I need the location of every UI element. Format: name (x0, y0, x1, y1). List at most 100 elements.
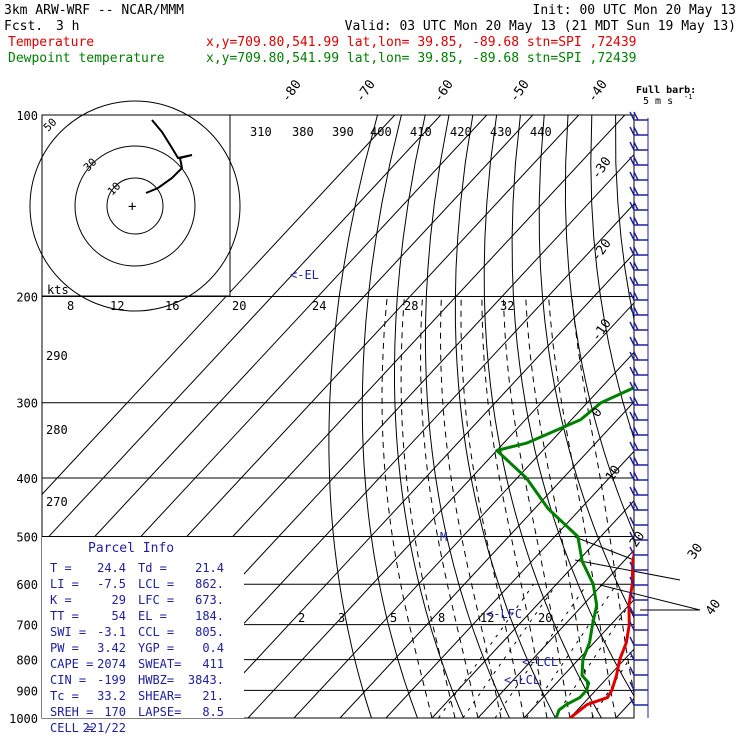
dry-adiabat (511, 115, 634, 697)
hodograph-scale-label: kts (47, 283, 69, 297)
isotherm-line (708, 115, 740, 718)
dry-adiabat (735, 115, 740, 718)
wind-barb (629, 261, 648, 271)
hodograph-center: + (128, 199, 136, 215)
hodograph-scale-label: 8 (67, 299, 74, 313)
parcel-info-field: 805. (195, 625, 224, 639)
parcel-info-field: -7.5 (97, 577, 126, 591)
m-marker: M (440, 530, 447, 544)
parcel-info-field: LAPSE= (138, 705, 181, 719)
parcel-info-field: -199 (97, 673, 126, 687)
parcel-info-field: YGP = (138, 641, 174, 655)
wind-barb (629, 456, 648, 466)
parcel-info-field: 184. (195, 609, 224, 623)
wind-barb-flag (629, 246, 635, 256)
wind-barb (629, 666, 648, 676)
wind-barb-flag (633, 426, 639, 436)
isotherm-line (42, 115, 396, 496)
parcel-info-field: 3.42 (97, 641, 126, 655)
parcel-info-field: 221/22 (83, 721, 126, 735)
parcel-info-field: 24.4 (97, 561, 126, 575)
isotherm-line (477, 549, 634, 718)
mixing-ratio-line (525, 583, 618, 718)
wind-barb (629, 156, 648, 166)
wind-barb-flag (629, 306, 635, 316)
isotherm-line (247, 302, 634, 718)
moist-adiabat (400, 296, 456, 718)
wind-barb (629, 426, 648, 436)
dry-adiabat (538, 115, 634, 619)
hodograph-ring (29, 100, 241, 312)
theta-side-label: 290 (46, 349, 68, 363)
wind-barb (629, 351, 648, 361)
wind-barb (629, 471, 648, 481)
wind-barb-flag (633, 336, 639, 346)
isotherm-label: 20 (627, 529, 648, 550)
wind-barb-flag (633, 126, 639, 136)
pressure-tick-label: 700 (16, 619, 38, 633)
wind-barb-flag (629, 426, 635, 436)
wind-barb-flag (629, 411, 635, 421)
barb-legend-title: Full barb: (636, 85, 696, 96)
hodograph-scale-label: 16 (165, 299, 179, 313)
parcel-info-field: SREH = (50, 705, 93, 719)
dewpoint-profile (495, 386, 634, 718)
wind-barb (629, 591, 648, 601)
hodograph-trace (145, 119, 193, 194)
wind-barb-flag (629, 516, 635, 526)
dry-adiabat (361, 115, 418, 718)
frame-edge (574, 536, 635, 561)
wind-barb (629, 126, 648, 136)
wind-barb-flag (633, 216, 639, 226)
wind-barb-flag (629, 291, 635, 301)
parcel-info-field: 2074 (97, 657, 126, 671)
isotherm-label: -60 (431, 77, 457, 105)
dewpoint-location: x,y=709.80,541.99 lat,lon= 39.85, -89.68… (206, 51, 636, 66)
wind-barb-flag (629, 111, 635, 121)
wind-barb-flag (633, 246, 639, 256)
theta-label: 410 (410, 125, 432, 139)
dewpoint-legend: Dewpoint temperature (8, 51, 165, 66)
parcel-info-field: 673. (195, 593, 224, 607)
wind-barb-flag (633, 396, 639, 406)
wind-barb-flag (629, 651, 635, 661)
isotherm-label: -50 (507, 77, 533, 105)
wind-barb (629, 441, 648, 451)
parcel-info-field: 862. (195, 577, 224, 591)
parcel-info-field: 21.4 (195, 561, 224, 575)
wind-barb (629, 681, 648, 691)
wind-barb-flag (633, 411, 639, 421)
theta-label: 430 (490, 125, 512, 139)
mixing-ratio-line (554, 596, 634, 718)
parcel-info-field: CELL = (50, 721, 93, 735)
parcel-info-field: CAPE = (50, 657, 93, 671)
wind-barb (629, 276, 648, 286)
wind-barb (629, 516, 648, 526)
lcl-marker: <-LCL (504, 673, 540, 687)
wind-barb (629, 501, 648, 511)
isotherm-line (155, 203, 634, 718)
moist-adiabat (460, 296, 525, 718)
mixing-ratio-label: 5 (390, 611, 397, 625)
parcel-info-field: Td = (138, 561, 167, 575)
isotherm-line (293, 351, 634, 718)
parcel-info-field: 411 (202, 657, 224, 671)
wind-barb-flag (629, 321, 635, 331)
wind-barb (629, 636, 648, 646)
parcel-info-field: TT = (50, 609, 79, 623)
isotherm-label: -10 (589, 316, 615, 344)
parcel-info-field: T = (50, 561, 72, 575)
moist-adiabat (439, 296, 502, 718)
isotherm-label: -40 (585, 77, 611, 105)
theta-label: 380 (292, 125, 314, 139)
parcel-info-field: SHEAR= (138, 689, 181, 703)
wind-barb-flag (633, 306, 639, 316)
parcel-info-field: K = (50, 593, 72, 607)
pressure-tick-label: 900 (16, 684, 38, 698)
mixing-ratio-label: 20 (538, 611, 552, 625)
wind-barb-flag (629, 201, 635, 211)
wind-barb (629, 336, 648, 346)
parcel-info-field: 170 (104, 705, 126, 719)
wind-barb-flag (629, 591, 635, 601)
wind-barb-flag (633, 171, 639, 181)
